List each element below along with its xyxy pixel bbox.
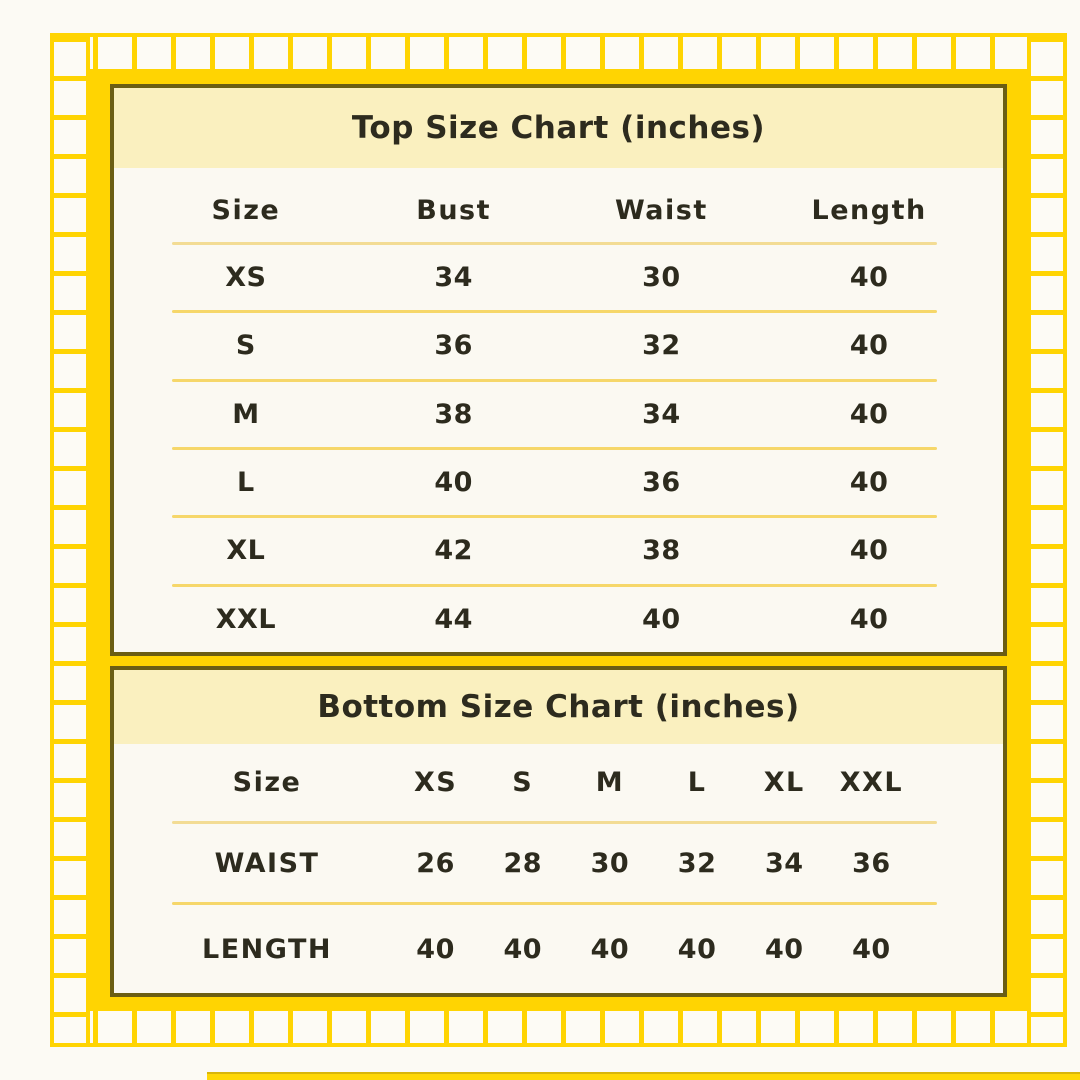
length-value: 40 <box>503 933 543 965</box>
size-cell: S <box>235 330 256 362</box>
column-header-xxl: XXL <box>839 767 904 798</box>
top-chart-table: Size Bust Waist Length XS 34 30 40 S 36 … <box>114 168 1003 652</box>
row-separator <box>172 902 937 905</box>
table-row-l: L 40 36 40 <box>114 450 1003 515</box>
bust-cell: 34 <box>434 262 473 294</box>
bust-cell: 38 <box>434 398 473 430</box>
length-cell: 40 <box>849 398 889 430</box>
size-cell: XL <box>226 535 266 567</box>
length-cell: 40 <box>849 467 889 499</box>
waist-value: 34 <box>764 847 804 879</box>
table-row-xxl: XXL 44 40 40 <box>114 587 1003 652</box>
row-label: LENGTH <box>202 933 332 965</box>
size-cell: XS <box>225 262 267 294</box>
bust-cell: 40 <box>434 467 473 499</box>
bust-cell: 36 <box>434 330 473 362</box>
bottom-chart-header-row: Size XS S M L XL XXL <box>114 744 1003 821</box>
waist-value: 26 <box>416 847 455 879</box>
table-row-length: LENGTH 40 40 40 40 40 40 <box>114 905 1003 993</box>
waist-cell: 38 <box>642 535 681 567</box>
length-value: 40 <box>590 933 630 965</box>
bust-cell: 44 <box>434 603 473 635</box>
waist-value: 30 <box>590 847 630 879</box>
top-chart-header-row: Size Bust Waist Length <box>114 178 1003 242</box>
column-header-waist: Waist <box>614 194 708 226</box>
waist-cell: 34 <box>642 398 681 430</box>
row-separator <box>172 378 937 382</box>
length-cell: 40 <box>849 603 889 635</box>
row-separator <box>172 821 937 824</box>
column-header-bust: Bust <box>416 194 492 226</box>
length-value: 40 <box>764 933 804 965</box>
length-cell: 40 <box>849 262 889 294</box>
table-row-waist: WAIST 26 28 30 32 34 36 <box>114 824 1003 902</box>
checker-border-left <box>50 33 90 1047</box>
top-chart-header-band: Top Size Chart (inches) <box>114 88 1003 168</box>
table-row-s: S 36 32 40 <box>114 313 1003 378</box>
column-header-s: S <box>512 767 534 798</box>
bottom-size-chart-panel: Bottom Size Chart (inches) Size XS S M L… <box>110 666 1007 997</box>
length-cell: 40 <box>849 535 889 567</box>
waist-cell: 30 <box>642 262 681 294</box>
waist-value: 32 <box>677 847 717 879</box>
waist-cell: 32 <box>642 330 681 362</box>
column-header-xl: XL <box>763 767 805 798</box>
waist-value: 28 <box>503 847 543 879</box>
size-cell: M <box>232 398 260 430</box>
length-value: 40 <box>677 933 717 965</box>
checker-border-right <box>1027 33 1067 1047</box>
bottom-chart-header-band: Bottom Size Chart (inches) <box>114 670 1003 744</box>
checker-border-top <box>50 33 1067 73</box>
bottom-chart-table: Size XS S M L XL XXL WAIST 26 28 30 32 3… <box>114 744 1003 993</box>
length-value: 40 <box>852 933 891 965</box>
column-header-m: M <box>595 767 625 798</box>
size-cell: L <box>237 467 255 499</box>
row-separator <box>172 515 937 519</box>
column-header-xs: XS <box>413 767 458 798</box>
waist-cell: 40 <box>642 603 681 635</box>
bust-cell: 42 <box>434 535 473 567</box>
row-label: WAIST <box>214 847 320 879</box>
waist-value: 36 <box>852 847 891 879</box>
top-size-chart-panel: Top Size Chart (inches) Size Bust Waist … <box>110 84 1007 656</box>
size-cell: XXL <box>215 603 277 635</box>
bottom-chart-title: Bottom Size Chart (inches) <box>317 689 800 725</box>
row-separator <box>172 446 937 450</box>
column-header-length: Length <box>811 194 927 226</box>
column-header-size: Size <box>211 194 281 226</box>
row-separator <box>172 242 937 245</box>
table-row-m: M 38 34 40 <box>114 382 1003 447</box>
length-cell: 40 <box>849 330 889 362</box>
checker-border-bottom <box>50 1007 1067 1047</box>
row-separator <box>172 310 937 314</box>
length-value: 40 <box>416 933 455 965</box>
column-header-size: Size <box>232 767 302 798</box>
row-separator <box>172 583 937 587</box>
waist-cell: 36 <box>642 467 681 499</box>
top-chart-title: Top Size Chart (inches) <box>351 110 766 146</box>
column-header-l: L <box>687 767 707 798</box>
table-row-xl: XL 42 38 40 <box>114 518 1003 583</box>
partial-bottom-frame <box>207 1072 1080 1080</box>
table-row-xs: XS 34 30 40 <box>114 245 1003 310</box>
